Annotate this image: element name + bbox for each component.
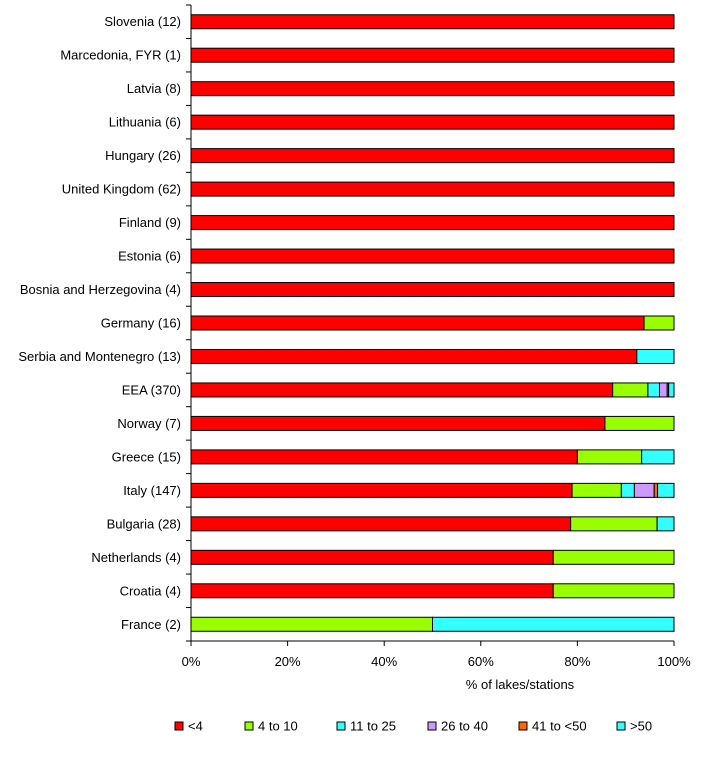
bar-segment [668,382,675,398]
category-label: Norway (7) [117,416,181,431]
category-label: Bosnia and Herzegovina (4) [20,282,181,297]
bar-segment [656,516,675,532]
bar-segment [190,382,614,398]
legend-swatch [244,721,254,731]
category-label: Slovenia (12) [104,14,181,29]
bar-segment [552,549,675,565]
bar-segment [570,516,658,532]
category-label: Germany (16) [101,316,181,331]
category-label: Lithuania (6) [109,115,181,130]
category-label: Netherlands (4) [91,550,181,565]
legend-label: 4 to 10 [258,719,298,734]
bar-segment [604,415,675,431]
bar-segment [190,315,645,331]
category-label: France (2) [121,617,181,632]
bar-segment [576,449,643,465]
bar-segment [190,215,675,231]
legend: <4 4 to 10 11 to 25 26 to 40 41 to <50 >50 [174,719,652,734]
bar-segment [633,482,655,498]
x-axis-label: % of lakes/stations [466,677,575,692]
bar-segment [432,616,675,632]
bar-segment [190,14,675,30]
bar-segment [190,348,638,364]
category-label: Italy (147) [123,483,181,498]
legend-swatch [427,721,437,731]
bar-segment [643,315,675,331]
bar-segment [190,181,675,197]
bar-segment [636,348,675,364]
x-tick-labels: 0% 20% 40% 60% 80% 100% [182,654,691,669]
category-label: Marcedonia, FYR (1) [60,48,181,63]
category-label: Estonia (6) [118,249,181,264]
x-tick-label: 40% [371,654,397,669]
bar-segment [190,482,573,498]
bar-segment [190,616,433,632]
x-tick-label: 20% [275,654,301,669]
bar-segment [190,415,606,431]
category-label: Hungary (26) [105,148,181,163]
bar-segment [190,114,675,130]
bar-segment [190,549,554,565]
category-label: EEA (370) [122,382,181,397]
bar-segment [190,282,675,298]
bar-segment [647,382,661,398]
bar-segment [659,382,668,398]
bar-segment [657,482,675,498]
category-labels: Slovenia (12) Marcedonia, FYR (1) Latvia (… [18,14,181,632]
bar-segment [190,583,554,599]
legend-label: 41 to <50 [532,719,587,734]
x-tick-label: 80% [564,654,590,669]
category-label: United Kingdom (62) [62,182,181,197]
bar-segment [190,516,572,532]
category-label: Greece (15) [112,449,181,464]
bar-segment [552,583,675,599]
legend-label: 26 to 40 [441,719,488,734]
bar-segment [571,482,622,498]
legend-label: <4 [188,719,203,734]
legend-swatch [174,721,184,731]
legend-label: 11 to 25 [350,719,396,734]
category-label: Latvia (8) [127,81,181,96]
axes-layer [186,4,675,646]
bar-segment [190,248,675,264]
bar-segment [190,47,675,63]
category-label: Finland (9) [119,215,181,230]
x-tick-label: 60% [468,654,494,669]
bar-segment [190,148,675,164]
bar-segment [620,482,635,498]
legend-swatch [518,721,528,731]
bars-layer [190,14,675,632]
legend-swatch [336,721,346,731]
legend-label: >50 [630,719,652,734]
category-label: Croatia (4) [120,583,181,598]
x-tick-label: 0% [182,654,201,669]
bar-segment [612,382,649,398]
bar-segment [641,449,675,465]
bar-segment [190,81,675,97]
category-label: Serbia and Montenegro (13) [18,349,181,364]
bar-segment [653,482,659,498]
legend-swatch [616,721,626,731]
x-tick-label: 100% [657,654,691,669]
category-label: Bulgaria (28) [107,516,181,531]
bar-segment [190,449,578,465]
